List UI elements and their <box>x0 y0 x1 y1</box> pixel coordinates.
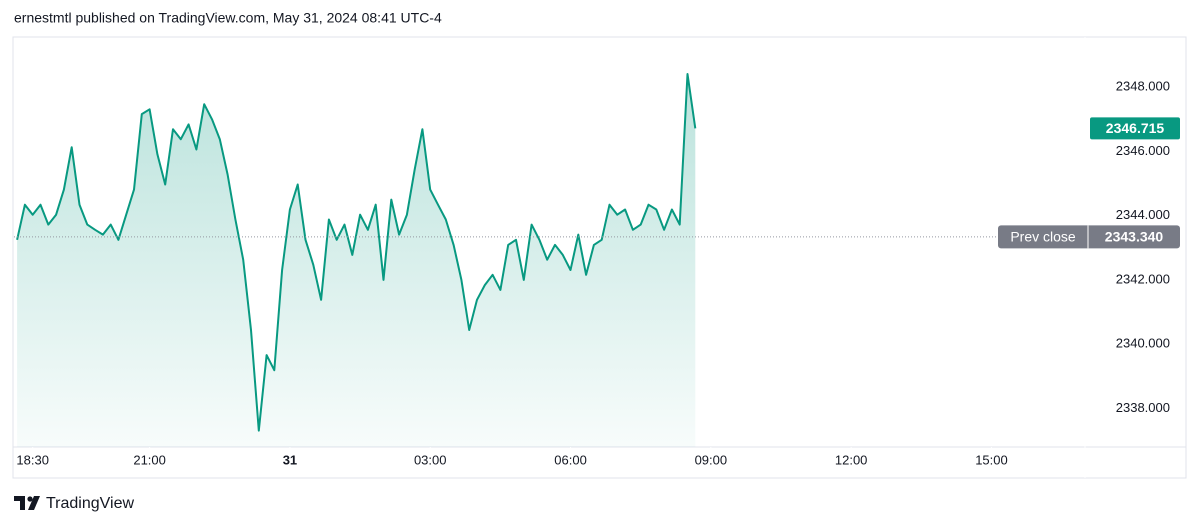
reference-tag <box>998 225 1180 249</box>
last-value-tag <box>1090 117 1180 140</box>
x-tick-label: 09:00 <box>695 452 728 467</box>
area <box>17 74 696 447</box>
y-tick-label: 2344.000 <box>1116 207 1170 222</box>
reference-name: Prev close <box>1010 229 1076 245</box>
x-tick-label: 03:00 <box>414 452 447 467</box>
y-tick-label: 2348.000 <box>1116 79 1170 94</box>
line <box>16 73 697 432</box>
chart-title: ernestmtl published on TradingView.com, … <box>14 10 442 26</box>
x-tick-label: 18:30 <box>16 452 49 467</box>
x-tick-label: 15:00 <box>975 452 1008 467</box>
x-tick-label: 21:00 <box>133 452 166 467</box>
brand-name: TradingView <box>46 495 134 512</box>
x-tick-label: 12:00 <box>835 452 868 467</box>
y-tick-label: 2342.000 <box>1116 271 1170 286</box>
chart-frame <box>12 36 1187 479</box>
y-tick-label: 2346.000 <box>1116 143 1170 158</box>
reference-value: 2343.340 <box>1105 229 1164 245</box>
x-tick-label: 06:00 <box>554 452 587 467</box>
last-value-label: 2346.715 <box>1106 120 1165 136</box>
y-tick-label: 2338.000 <box>1116 400 1170 415</box>
y-tick-label: 2340.000 <box>1116 336 1170 351</box>
brand-logo <box>14 496 40 510</box>
x-tick-label: 31 <box>283 452 297 467</box>
